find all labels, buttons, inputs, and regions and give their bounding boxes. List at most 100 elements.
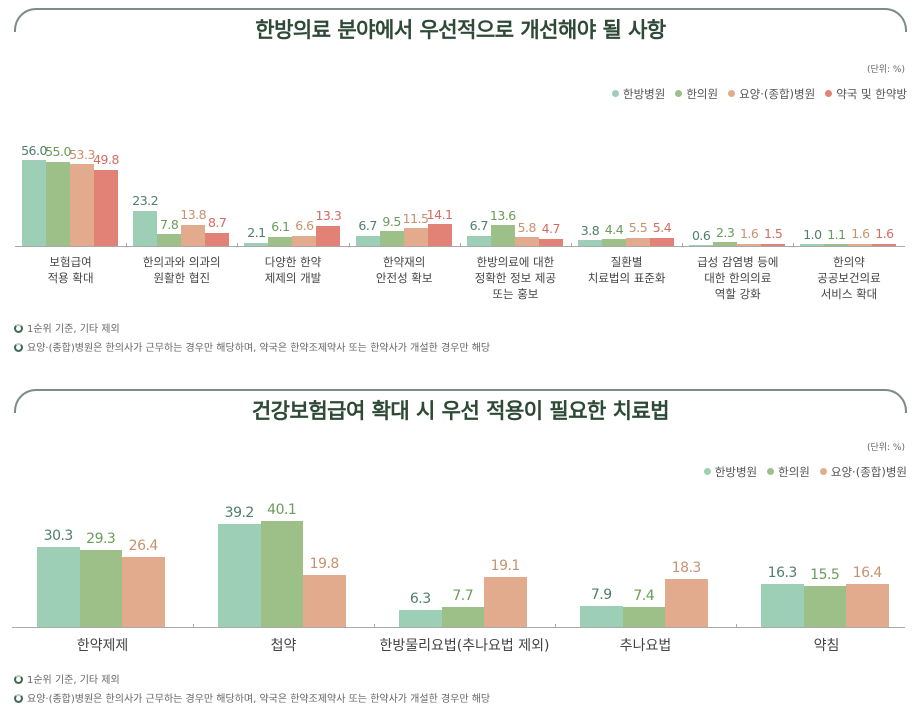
- bar: [244, 242, 269, 246]
- bar: [260, 521, 303, 627]
- data-label: 13.3: [315, 208, 342, 224]
- x-axis: [12, 627, 905, 628]
- chart-2-unit: (단위: %): [866, 443, 905, 453]
- data-label: 55.0: [45, 144, 71, 160]
- bar: [441, 606, 484, 627]
- category-label: 한약제제: [76, 638, 129, 654]
- chart-1-note-2: 요양·(종합)병원은 한의사가 근무하는 경우만 해당하며, 약국은 한약조제약…: [14, 339, 490, 354]
- legend-label: 약국 및 한약방: [836, 87, 907, 101]
- axis-tick: [555, 624, 556, 628]
- legend-label: 한방병원: [623, 87, 666, 101]
- data-label: 14.1: [426, 206, 453, 222]
- data-label: 16.3: [767, 564, 798, 581]
- category-label: 보험급여 적용 확대: [47, 255, 94, 285]
- category-label: 한방물리요법(추나요법 제외): [379, 638, 550, 654]
- legend-label: 한의원: [686, 87, 719, 101]
- chart-1-title: 한방의료 분야에서 우선적으로 개선해야 될 사항: [255, 18, 666, 42]
- bar: [650, 237, 674, 246]
- bar: [689, 245, 714, 246]
- legend-item: 한방병원: [703, 464, 757, 480]
- bar: [872, 243, 897, 246]
- data-label: 23.2: [132, 193, 159, 208]
- bar: [622, 607, 665, 627]
- data-label: 1.6: [875, 226, 894, 242]
- data-label: 16.4: [852, 564, 883, 581]
- data-label: 13.8: [180, 207, 207, 223]
- bar: [218, 523, 261, 627]
- bar: [181, 224, 206, 246]
- data-label: 4.4: [604, 221, 624, 237]
- legend-dot-icon: [675, 90, 683, 97]
- bar: [355, 235, 380, 246]
- data-label: 40.1: [267, 502, 297, 519]
- data-label: 30.3: [43, 528, 74, 544]
- bar: [803, 586, 846, 627]
- category-label: 급성 감염병 등에 대한 한의의료 역할 강화: [697, 255, 779, 301]
- bar: [848, 243, 873, 246]
- axis-tick: [571, 243, 572, 247]
- axis-tick: [374, 624, 375, 628]
- bar: [268, 236, 293, 246]
- bar: [514, 237, 539, 246]
- axis-tick: [348, 243, 350, 247]
- data-label: 3.8: [580, 222, 600, 238]
- legend-item: 요양·(종합)병원: [819, 464, 907, 480]
- bar: [122, 557, 165, 627]
- bar: [484, 576, 527, 627]
- legend-dot-icon: [825, 90, 833, 97]
- bar: [22, 160, 46, 246]
- data-label: 13.6: [489, 207, 516, 223]
- data-label: 11.5: [402, 210, 429, 226]
- legend-label: 한의원: [778, 465, 810, 479]
- bar: [761, 243, 786, 246]
- data-label: 56.0: [21, 142, 47, 158]
- data-label: 5.4: [652, 220, 672, 236]
- bar: [79, 549, 122, 627]
- bar: [490, 225, 515, 246]
- chart-1-unit: (단위: %): [866, 65, 905, 75]
- bar: [466, 235, 491, 246]
- category-label: 약침: [813, 638, 840, 654]
- chart-2-legend: 한방병원 한의원 요양·(종합)병원: [703, 464, 907, 480]
- chart-2-title: 건강보험급여 확대 시 우선 적용이 필요한 치료법: [251, 399, 670, 423]
- bar: [37, 547, 80, 627]
- bar: [316, 225, 341, 246]
- data-label: 5.5: [628, 220, 648, 236]
- category-label: 첩약: [270, 638, 297, 654]
- bar: [846, 583, 889, 627]
- category-label: 다양한 한약 제제의 개발: [264, 255, 322, 285]
- legend-dot-icon: [819, 468, 827, 475]
- data-label: 6.1: [271, 219, 290, 235]
- data-label: 1.0: [803, 226, 822, 242]
- data-label: 15.5: [810, 567, 840, 584]
- bar: [580, 606, 623, 627]
- data-label: 39.2: [224, 504, 255, 521]
- legend-dot-icon: [728, 90, 736, 97]
- data-label: 19.1: [490, 557, 521, 574]
- bar: [133, 210, 158, 246]
- bar: [602, 239, 626, 246]
- bar: [403, 228, 428, 246]
- data-label: 0.6: [691, 227, 711, 243]
- data-label: 2.1: [247, 225, 266, 241]
- data-label: 5.8: [517, 219, 537, 235]
- bar: [737, 243, 762, 246]
- category-label: 질환별 치료법의 표준화: [587, 255, 666, 285]
- data-label: 7.9: [590, 587, 612, 604]
- bar: [157, 234, 182, 246]
- data-label: 6.6: [295, 218, 314, 234]
- axis-tick: [126, 243, 128, 247]
- bar: [292, 235, 317, 246]
- legend-label: 요양·(종합)병원: [830, 465, 907, 479]
- bar: [538, 238, 563, 246]
- data-label: 19.8: [309, 555, 340, 572]
- category-label: 한방의료에 대한 정확한 정보 제공 또는 홍보: [474, 255, 557, 301]
- data-label: 53.3: [69, 146, 95, 162]
- legend-item: 약국 및 한약방: [825, 86, 907, 102]
- data-label: 7.4: [633, 588, 655, 605]
- data-label: 1.5: [763, 226, 783, 242]
- chart-2-note-2: 요양·(종합)병원은 한의사가 근무하는 경우만 해당하며, 약국은 한약조제약…: [14, 690, 490, 705]
- axis-tick: [193, 624, 194, 628]
- bar: [205, 232, 230, 246]
- axis-tick: [459, 243, 461, 247]
